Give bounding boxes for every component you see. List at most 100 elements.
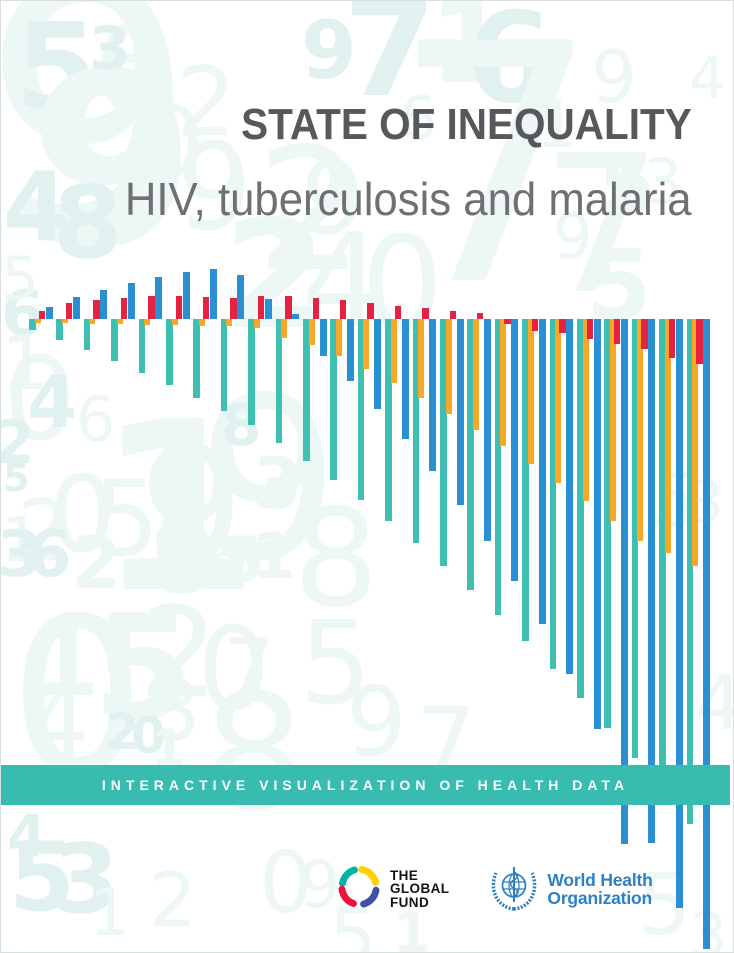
- bar-orange-4: [116, 319, 123, 324]
- background-digit: 0: [259, 834, 313, 933]
- bar-red-12: [339, 300, 347, 319]
- background-digit: 5: [1, 244, 39, 314]
- background-digit: 4: [7, 802, 47, 870]
- bar-orange-13: [363, 319, 370, 369]
- who-wordmark: World Health Organization: [547, 870, 653, 908]
- background-digit: 7: [343, 0, 437, 127]
- bar-teal-13: [357, 319, 365, 500]
- bar-blue-1: [45, 307, 53, 319]
- background-digit: 8: [293, 480, 379, 637]
- bar-red-19: [531, 319, 539, 331]
- bar-blue-13: [374, 319, 382, 409]
- background-digit: 5: [93, 584, 194, 753]
- bar-teal-17: [467, 319, 474, 590]
- bar-blue-4: [127, 283, 135, 319]
- bar-red-1: [38, 311, 45, 319]
- background-digit: 0: [197, 603, 270, 737]
- background-digit: 2: [256, 112, 364, 310]
- who-emblem-icon: [489, 862, 539, 917]
- background-digit: 2: [139, 581, 219, 726]
- bar-orange-7: [198, 319, 205, 326]
- background-digit: 2: [176, 48, 236, 158]
- background-digit: 5: [586, 231, 652, 341]
- background-digit: 8: [53, 164, 123, 281]
- background-digit: 9: [29, 21, 196, 301]
- bar-orange-16: [445, 319, 452, 414]
- bar-orange-15: [418, 319, 425, 398]
- bar-teal-2: [56, 319, 63, 340]
- bar-red-14: [394, 306, 402, 319]
- bar-blue-5: [155, 277, 163, 319]
- bar-teal-11: [303, 319, 310, 461]
- bar-teal-10: [275, 319, 283, 443]
- bar-orange-22: [609, 319, 616, 521]
- bar-red-25: [696, 319, 703, 364]
- background-digit: 9: [301, 4, 357, 97]
- background-digit: 9: [0, 0, 197, 309]
- bar-teal-19: [522, 319, 529, 641]
- logos-row: THE GLOBAL FUND World Health Organ: [336, 863, 653, 915]
- bar-red-7: [202, 297, 210, 319]
- bar-red-3: [93, 300, 100, 319]
- background-digit: 4: [3, 153, 69, 263]
- bar-red-8: [230, 298, 237, 319]
- bar-orange-25: [692, 319, 699, 566]
- bar-teal-8: [220, 319, 228, 411]
- background-digit: 6: [466, 0, 553, 131]
- bar-blue-23: [648, 319, 656, 843]
- background-digit: 3: [53, 825, 119, 935]
- bar-teal-23: [631, 319, 639, 758]
- bar-orange-14: [390, 319, 397, 383]
- background-digit: 5: [299, 597, 372, 731]
- background-digit: 5: [329, 892, 377, 953]
- bar-teal-22: [604, 319, 611, 728]
- background-digit: 8: [149, 505, 215, 615]
- background-digit: 0: [131, 707, 166, 765]
- background-digit: 1: [251, 520, 296, 594]
- background-digit: 1: [1, 319, 49, 407]
- bar-red-20: [559, 319, 566, 333]
- bar-orange-10: [281, 319, 288, 338]
- banner: INTERACTIVE VISUALIZATION OF HEALTH DATA: [1, 765, 730, 805]
- background-digit: 2: [105, 703, 140, 761]
- who-logo: World Health Organization: [489, 862, 653, 917]
- background-digit: 0: [3, 333, 76, 467]
- bar-teal-3: [83, 319, 91, 350]
- bar-teal-18: [494, 319, 502, 615]
- page-subtitle: HIV, tuberculosis and malaria: [125, 173, 692, 225]
- background-digit: 2: [71, 521, 121, 605]
- bar-teal-7: [193, 319, 200, 398]
- bar-red-6: [175, 296, 182, 319]
- bar-red-15: [422, 308, 429, 319]
- bar-orange-23: [637, 319, 644, 541]
- background-digit: 5: [9, 823, 75, 933]
- global-fund-logo: THE GLOBAL FUND: [336, 864, 449, 915]
- bar-orange-5: [144, 319, 151, 325]
- background-digit: 7: [223, 622, 275, 717]
- bar-blue-9: [264, 299, 272, 319]
- bar-red-24: [668, 319, 676, 358]
- bar-blue-14: [401, 319, 409, 439]
- background-digit: 9: [139, 412, 244, 604]
- background-digit: 2: [1, 413, 35, 473]
- background-digit: 0: [143, 88, 203, 198]
- bar-red-10: [285, 296, 292, 319]
- bar-blue-20: [566, 319, 574, 674]
- background-digit: 1: [96, 372, 260, 645]
- background-digit: 5: [15, 0, 98, 138]
- background-digit: 9: [176, 119, 252, 258]
- background-digit: 4: [301, 205, 384, 357]
- bar-orange-8: [226, 319, 233, 326]
- bar-teal-15: [412, 319, 420, 543]
- bar-orange-6: [171, 319, 178, 325]
- background-digit: 5: [93, 458, 160, 580]
- bar-orange-3: [89, 319, 96, 324]
- background-digit: 3: [195, 523, 234, 596]
- bar-orange-11: [308, 319, 315, 345]
- background-digit: 9: [299, 848, 340, 923]
- bar-blue-19: [538, 319, 546, 624]
- bar-orange-1: [34, 319, 41, 323]
- background-digit: 8: [203, 659, 305, 846]
